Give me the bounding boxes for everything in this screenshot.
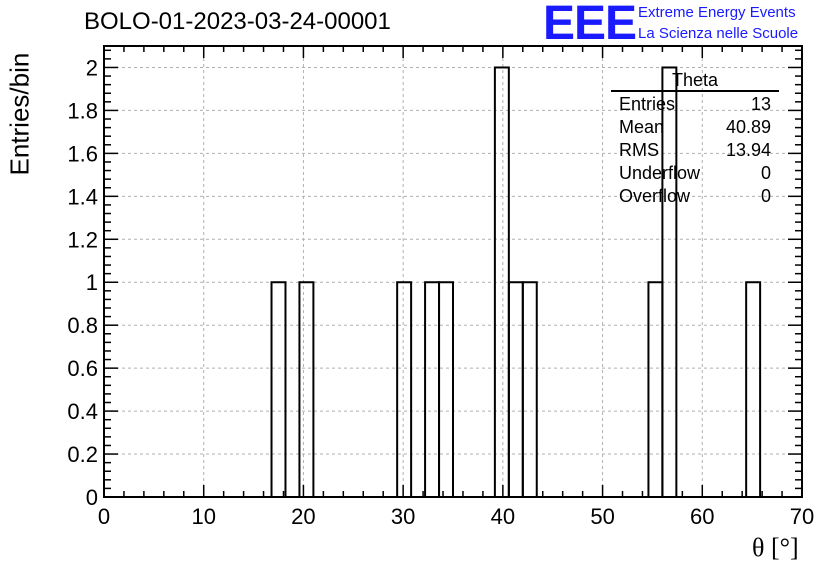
x-tick-label: 40 xyxy=(491,504,515,529)
y-tick-label: 0 xyxy=(86,485,98,510)
stats-value: 0 xyxy=(760,186,771,206)
stats-label: Underflow xyxy=(619,163,701,183)
x-tick-label: 50 xyxy=(590,504,614,529)
stats-value: 13 xyxy=(750,94,771,114)
y-axis-label: Entries/bin xyxy=(4,52,35,176)
stats-label: Mean xyxy=(619,117,665,137)
y-tick-label: 1.2 xyxy=(67,227,98,252)
histogram-bar xyxy=(396,281,413,498)
stats-value: 13.94 xyxy=(725,140,771,160)
histogram-bar xyxy=(270,281,287,498)
x-axis-ticks: 0 10 20 30 40 50 60 70 xyxy=(98,46,814,529)
axes-frame xyxy=(103,45,803,498)
stats-label: Entries xyxy=(619,94,676,114)
histogram-bar xyxy=(647,281,664,498)
y-tick-label: 0.2 xyxy=(67,442,98,467)
x-tick-label: 30 xyxy=(391,504,415,529)
histogram-bar xyxy=(298,281,315,498)
x-tick-label: 10 xyxy=(191,504,215,529)
stats-title: Theta xyxy=(671,70,719,90)
y-tick-label: 0.6 xyxy=(67,356,98,381)
x-tick-label: 60 xyxy=(690,504,714,529)
plot-frame xyxy=(103,45,803,498)
stats-label: Overflow xyxy=(619,186,691,206)
chart-title: BOLO-01-2023-03-24-00001 xyxy=(84,8,391,35)
histogram-bar xyxy=(438,281,455,498)
stats-value: 40.89 xyxy=(725,117,771,137)
logo-line-2: La Scienza nelle Scuole xyxy=(638,25,799,42)
histogram-bar xyxy=(507,281,524,498)
x-tick-label: 20 xyxy=(291,504,315,529)
x-tick-label: 0 xyxy=(98,504,110,529)
y-tick-label: 1 xyxy=(86,270,98,295)
y-tick-label: 2 xyxy=(86,55,98,80)
histogram-bar xyxy=(521,281,538,498)
histogram-bars xyxy=(270,66,762,498)
stats-divider xyxy=(611,90,779,92)
stats-label: RMS xyxy=(619,140,659,160)
stats-value: 0 xyxy=(760,163,771,183)
y-tick-label: 1.4 xyxy=(67,184,98,209)
histogram-bar xyxy=(424,281,441,498)
x-tick-label: 70 xyxy=(790,504,814,529)
stats-box: Theta Entries 13 Mean 40.89 RMS 13.94 Un… xyxy=(611,70,779,208)
histogram-bar xyxy=(745,281,762,498)
logo-line-1: Extreme Energy Events xyxy=(638,4,796,21)
y-tick-label: 1.8 xyxy=(67,98,98,123)
y-tick-label: 0.4 xyxy=(67,399,98,424)
x-axis-label: θ [°] xyxy=(752,533,799,562)
y-axis-ticks: 0 0.2 0.4 0.6 0.8 1 1.2 1.4 1.6 1.8 2 xyxy=(67,49,802,510)
eee-logo: EEE xyxy=(543,0,637,50)
y-tick-label: 0.8 xyxy=(67,313,98,338)
y-tick-label: 1.6 xyxy=(67,141,98,166)
